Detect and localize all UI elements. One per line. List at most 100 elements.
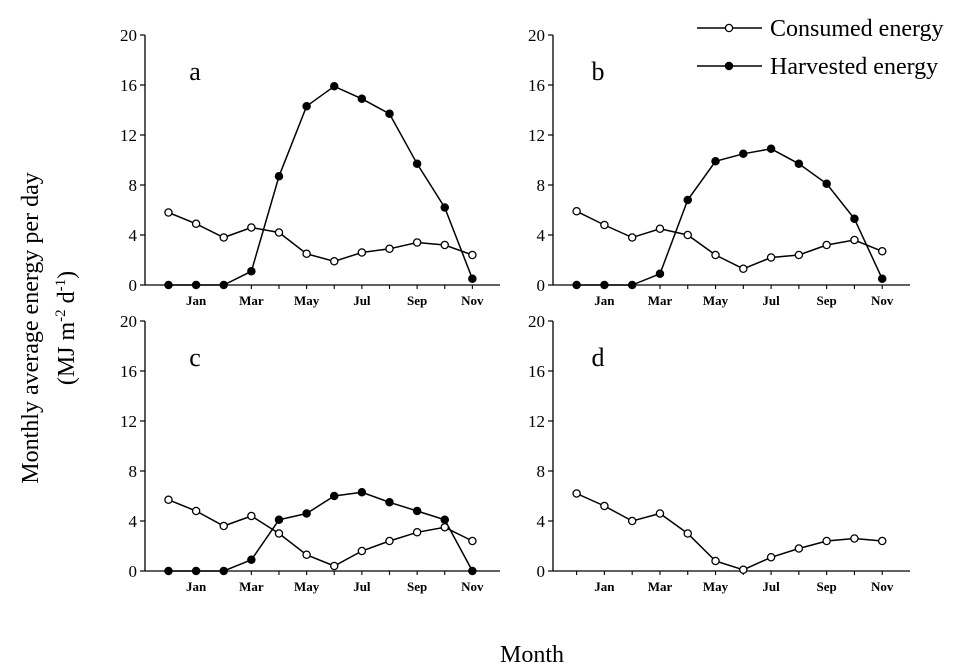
y-tick-label: 0 [129, 562, 138, 581]
data-point-consumed [412, 528, 422, 537]
data-point-consumed [440, 523, 449, 532]
data-point-consumed [412, 238, 422, 247]
data-point-consumed [385, 244, 394, 253]
data-point-harvested [274, 515, 284, 525]
panel-letter: c [189, 343, 201, 372]
data-point-harvested [191, 280, 201, 290]
data-point-harvested [766, 144, 776, 153]
panels: 0 4 8 12 16 20 Jan Mar May Jul Sep Nov a 0 4 8 12 16 20 Jan… [120, 26, 910, 594]
data-point-consumed [627, 233, 637, 242]
data-point-harvested [822, 179, 831, 188]
y-tick-label: 12 [528, 412, 545, 431]
data-point-consumed [850, 235, 859, 245]
series-line-harvested [168, 85, 474, 286]
data-point-harvested [385, 109, 394, 119]
series-consumed [164, 208, 477, 266]
data-point-consumed [794, 250, 804, 260]
data-point-harvested [440, 203, 449, 212]
y-tick-label: 12 [120, 126, 137, 145]
series-line-consumed [168, 499, 473, 567]
y-tick-label: 8 [537, 462, 546, 481]
data-point-consumed [655, 224, 665, 233]
y-tick-label: 0 [129, 276, 138, 295]
x-tick-label: Mar [239, 293, 264, 308]
y-tick-label: 4 [537, 512, 546, 531]
series-line-harvested [576, 148, 883, 286]
panel-letter: b [592, 57, 605, 86]
data-point-consumed [739, 565, 748, 575]
panel-c: 0 4 8 12 16 20 Jan Mar May Jul Sep Nov c [120, 312, 500, 594]
x-tick-label: Jan [186, 293, 207, 308]
data-point-consumed [357, 546, 367, 556]
y-tick-label: 12 [120, 412, 137, 431]
x-tick-label: May [294, 579, 320, 594]
x-tick-label: Sep [817, 579, 837, 594]
x-tick-label: Sep [817, 293, 837, 308]
data-point-consumed [627, 516, 637, 526]
legend-harvested-label: Harvested energy [770, 54, 938, 80]
y-tick-label: 16 [120, 362, 137, 381]
series-line-consumed [576, 492, 883, 571]
data-point-harvested [191, 566, 201, 576]
data-point-harvested [600, 280, 609, 290]
data-point-consumed [600, 501, 609, 511]
x-tick-label: Mar [239, 579, 264, 594]
legend-harvested-marker [724, 61, 734, 71]
x-tick-label: May [703, 293, 729, 308]
x-tick-label: Nov [871, 579, 894, 594]
series-consumed [572, 206, 887, 273]
x-tick-label: Jan [594, 579, 615, 594]
y-tick-label: 4 [537, 226, 546, 245]
data-point-harvested [739, 149, 748, 158]
series-line-consumed [168, 211, 473, 263]
data-point-consumed [739, 264, 748, 273]
data-point-harvested [440, 515, 449, 525]
x-tick-label: Sep [407, 579, 427, 594]
data-point-consumed [219, 233, 228, 242]
data-point-consumed [468, 250, 477, 260]
x-tick-label: May [703, 579, 729, 594]
data-point-consumed [329, 561, 339, 571]
y-tick-label: 20 [120, 26, 137, 45]
x-tick-label: Sep [407, 293, 427, 308]
y-tick-label: 4 [129, 512, 138, 531]
panel-a: 0 4 8 12 16 20 Jan Mar May Jul Sep Nov a [120, 26, 500, 308]
data-point-consumed [850, 534, 859, 543]
y-axis-title-line2: (MJ m-2 d-1) [53, 271, 80, 385]
data-point-consumed [766, 253, 776, 262]
x-tick-label: Jul [353, 293, 371, 308]
data-point-consumed [440, 240, 449, 250]
data-point-harvested [329, 82, 339, 91]
data-point-harvested [794, 159, 804, 168]
data-point-consumed [655, 509, 665, 518]
y-tick-label: 20 [120, 312, 137, 331]
data-point-harvested [274, 171, 284, 181]
y-tick-label: 0 [537, 562, 546, 581]
panel-b: 0 4 8 12 16 20 Jan Mar May Jul Sep Nov b [528, 26, 910, 308]
data-point-harvested [468, 566, 477, 576]
y-tick-label: 0 [537, 276, 546, 295]
series-harvested [572, 144, 887, 290]
data-point-consumed [329, 256, 339, 266]
series-consumed [572, 489, 887, 575]
data-point-consumed [711, 250, 720, 260]
y-tick-label: 12 [528, 126, 545, 145]
y-tick-label: 4 [129, 226, 138, 245]
x-tick-label: Jul [762, 293, 780, 308]
data-point-harvested [219, 280, 228, 290]
data-point-harvested [302, 509, 311, 518]
data-point-harvested [412, 159, 422, 168]
data-point-consumed [357, 248, 367, 257]
data-point-harvested [627, 280, 637, 290]
data-point-harvested [219, 566, 228, 576]
x-tick-label: Mar [648, 293, 673, 308]
data-point-harvested [468, 274, 477, 283]
data-point-consumed [247, 511, 256, 521]
data-point-harvested [164, 280, 173, 290]
data-point-harvested [247, 266, 256, 276]
data-point-harvested [877, 274, 887, 283]
data-point-consumed [302, 249, 311, 258]
data-point-consumed [302, 550, 311, 560]
y-tick-label: 16 [528, 362, 545, 381]
